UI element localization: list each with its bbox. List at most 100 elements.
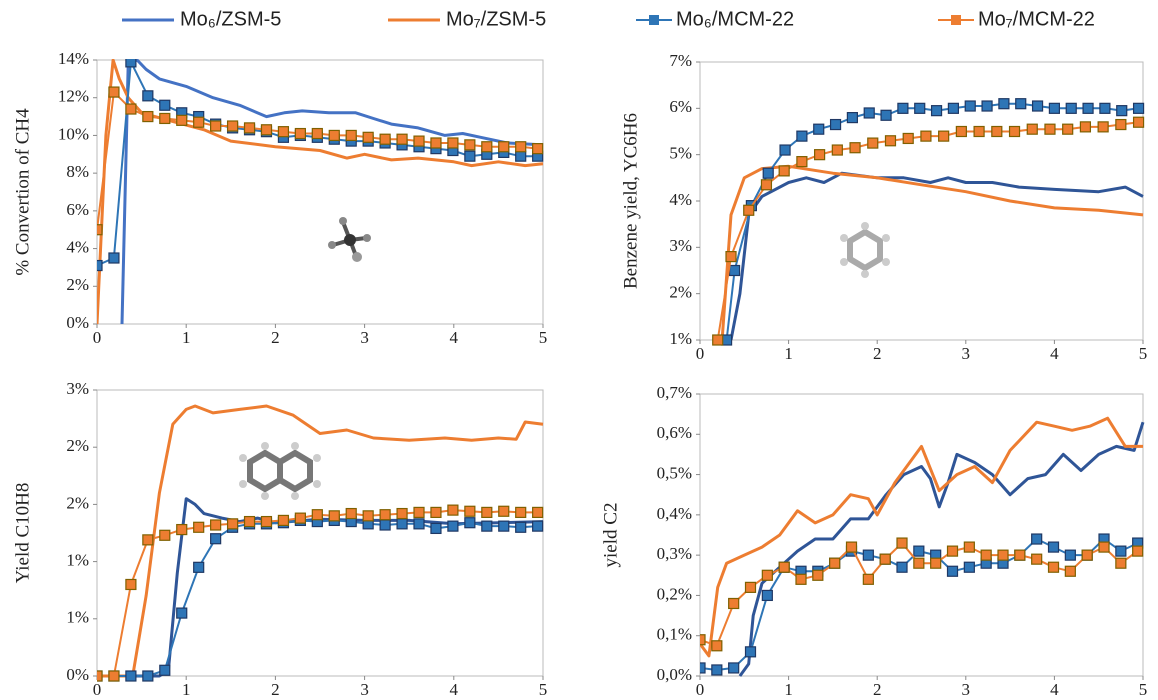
legend-item: Mo₇/MCM-22 — [938, 8, 1095, 30]
data-marker — [260, 124, 273, 136]
data-marker — [762, 167, 774, 179]
data-marker — [829, 557, 841, 569]
data-marker — [1065, 102, 1077, 114]
data-marker — [1099, 102, 1111, 114]
data-marker — [413, 518, 425, 530]
data-marker — [498, 505, 510, 517]
data-marker — [812, 569, 824, 581]
y-tick-label: 0,2% — [657, 584, 692, 603]
y-tick-label: 14% — [58, 49, 89, 68]
data-marker — [813, 123, 825, 135]
data-marker — [778, 561, 790, 573]
y-tick-label: 6% — [669, 97, 692, 116]
y-tick-label: 0% — [66, 313, 89, 332]
y-tick-label: 2% — [66, 275, 89, 294]
data-marker — [896, 537, 908, 549]
data-marker — [1115, 545, 1127, 557]
x-tick-label: 2 — [873, 680, 882, 699]
data-marker — [142, 670, 154, 682]
data-marker — [379, 509, 391, 521]
data-marker — [108, 670, 120, 682]
data-marker — [142, 110, 154, 123]
data-marker — [413, 506, 425, 519]
data-marker — [413, 135, 425, 147]
y-axis-label: yield C2 — [600, 503, 621, 568]
data-marker — [464, 150, 476, 162]
data-marker — [930, 105, 943, 117]
data-marker — [760, 179, 773, 191]
data-marker — [795, 573, 807, 585]
plot-area — [712, 98, 1145, 346]
data-marker — [779, 144, 791, 156]
data-marker — [379, 133, 391, 145]
data-marker — [1008, 125, 1021, 138]
data-marker — [938, 130, 950, 142]
data-marker — [963, 541, 975, 553]
x-tick-label: 4 — [1050, 344, 1059, 363]
data-marker — [728, 264, 741, 277]
data-marker — [744, 581, 757, 593]
x-tick-label: 1 — [784, 344, 793, 363]
data-marker — [379, 519, 391, 531]
data-marker — [946, 545, 959, 557]
data-marker — [1064, 565, 1076, 577]
data-marker — [711, 640, 723, 652]
data-marker — [902, 132, 914, 145]
data-marker — [498, 520, 510, 532]
data-marker — [396, 133, 408, 145]
data-marker — [515, 141, 527, 153]
legend-label: Mo₇/ZSM-5 — [446, 8, 546, 30]
legend-marker — [951, 15, 961, 25]
y-tick-label: 0,7% — [657, 383, 692, 402]
data-marker — [142, 534, 154, 546]
data-marker — [947, 102, 959, 114]
data-marker — [744, 646, 757, 658]
x-tick-label: 1 — [182, 328, 191, 347]
series-line — [97, 60, 538, 267]
x-tick-label: 3 — [360, 328, 369, 347]
data-marker — [796, 156, 808, 168]
data-marker — [277, 126, 290, 138]
data-marker — [193, 521, 205, 533]
data-marker — [226, 518, 239, 530]
data-marker — [1132, 545, 1144, 557]
data-marker — [108, 252, 120, 264]
data-marker — [108, 86, 120, 98]
data-marker — [210, 533, 222, 545]
data-marker — [396, 518, 408, 530]
y-tick-label: 0,3% — [657, 544, 692, 563]
x-tick-label: 3 — [962, 344, 971, 363]
y-tick-label: 0,6% — [657, 423, 692, 442]
data-marker — [464, 505, 476, 517]
x-tick-label: 5 — [1139, 344, 1148, 363]
data-marker — [778, 165, 790, 177]
data-marker — [125, 578, 137, 591]
data-marker — [243, 122, 256, 134]
y-tick-label: 0,1% — [657, 625, 692, 644]
data-marker — [980, 549, 992, 561]
data-marker — [311, 509, 323, 521]
data-marker — [743, 204, 755, 216]
data-marker — [159, 529, 171, 541]
data-marker — [973, 125, 985, 138]
x-tick-label: 4 — [1050, 680, 1059, 699]
y-tick-label: 1% — [66, 608, 89, 627]
x-tick-label: 4 — [450, 328, 459, 347]
methane-icon — [328, 217, 371, 262]
y-tick-label: 2% — [669, 283, 692, 302]
data-marker — [863, 107, 875, 119]
y-tick-label: 0,5% — [657, 463, 692, 482]
data-marker — [447, 137, 459, 149]
y-axis-label: % Convertion of CH4 — [12, 108, 33, 276]
y-tick-label: 2% — [66, 436, 89, 455]
data-marker — [1081, 549, 1093, 561]
plot-frame — [699, 393, 1144, 677]
x-tick-label: 5 — [539, 680, 548, 699]
x-tick-label: 1 — [182, 680, 191, 699]
data-marker — [464, 517, 476, 529]
data-marker — [712, 334, 724, 346]
y-tick-label: 3% — [66, 379, 89, 398]
data-marker — [862, 573, 874, 585]
series-line — [720, 164, 1144, 341]
